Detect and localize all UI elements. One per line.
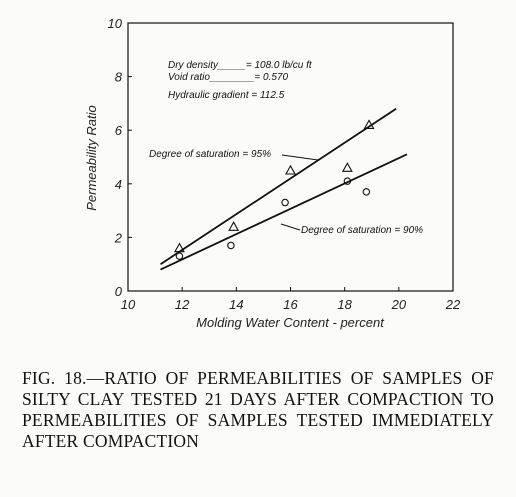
y-tick-label: 4 — [115, 177, 122, 192]
y-tick-label: 2 — [114, 230, 123, 245]
label-saturation-90: Degree of saturation = 90% — [301, 225, 423, 236]
x-tick-label: 10 — [121, 297, 136, 312]
figure-caption: FIG. 18.—RATIO OF PERMEABILITIES OF SAMP… — [22, 368, 494, 451]
label-saturation-95: Degree of saturation = 95% — [149, 149, 271, 160]
fit-line-series-1 — [160, 108, 397, 265]
annotation-hydraulic-gradient: Hydraulic gradient = 112.5 — [168, 90, 285, 101]
circle-point — [362, 188, 371, 196]
y-tick-label: 10 — [108, 16, 123, 31]
triangle-point — [363, 119, 375, 129]
annotation-dry-density: Dry density_____= 108.0 lb/cu ft — [168, 60, 313, 71]
triangle-point — [341, 162, 353, 172]
y-tick-label: 8 — [115, 70, 123, 85]
annotation-block: Dry density_____= 108.0 lb/cu ft Void ra… — [168, 60, 313, 101]
y-axis-label: Permeability Ratio — [84, 105, 99, 211]
leader-saturation-90 — [280, 223, 301, 231]
series-labels: Degree of saturation = 95% Degree of sat… — [149, 149, 423, 236]
circle-point — [175, 252, 184, 260]
circle-point — [227, 241, 235, 250]
x-tick-label: 14 — [229, 297, 243, 312]
x-axis-label: Molding Water Content - percent — [196, 315, 385, 330]
triangle-point — [174, 242, 185, 253]
circle-point — [343, 177, 352, 185]
data-points — [174, 119, 375, 260]
y-axis-ticks: 0 2 4 6 8 10 — [108, 16, 132, 299]
x-tick-label: 16 — [283, 297, 298, 312]
circle-point — [281, 198, 289, 207]
x-tick-label: 20 — [391, 297, 407, 312]
leader-saturation-95 — [281, 154, 319, 161]
x-axis-ticks: 10 12 14 16 18 20 22 — [121, 287, 461, 312]
triangle-point — [228, 221, 240, 231]
y-tick-label: 6 — [115, 123, 123, 138]
x-tick-label: 22 — [445, 297, 461, 312]
x-tick-label: 12 — [175, 297, 190, 312]
x-tick-label: 18 — [337, 297, 352, 312]
triangle-point — [285, 164, 296, 175]
annotation-void-ratio: Void ratio________= 0.570 — [168, 72, 288, 83]
fit-line-series-2 — [160, 153, 408, 271]
y-tick-label: 0 — [115, 284, 123, 299]
fit-lines — [160, 108, 408, 271]
